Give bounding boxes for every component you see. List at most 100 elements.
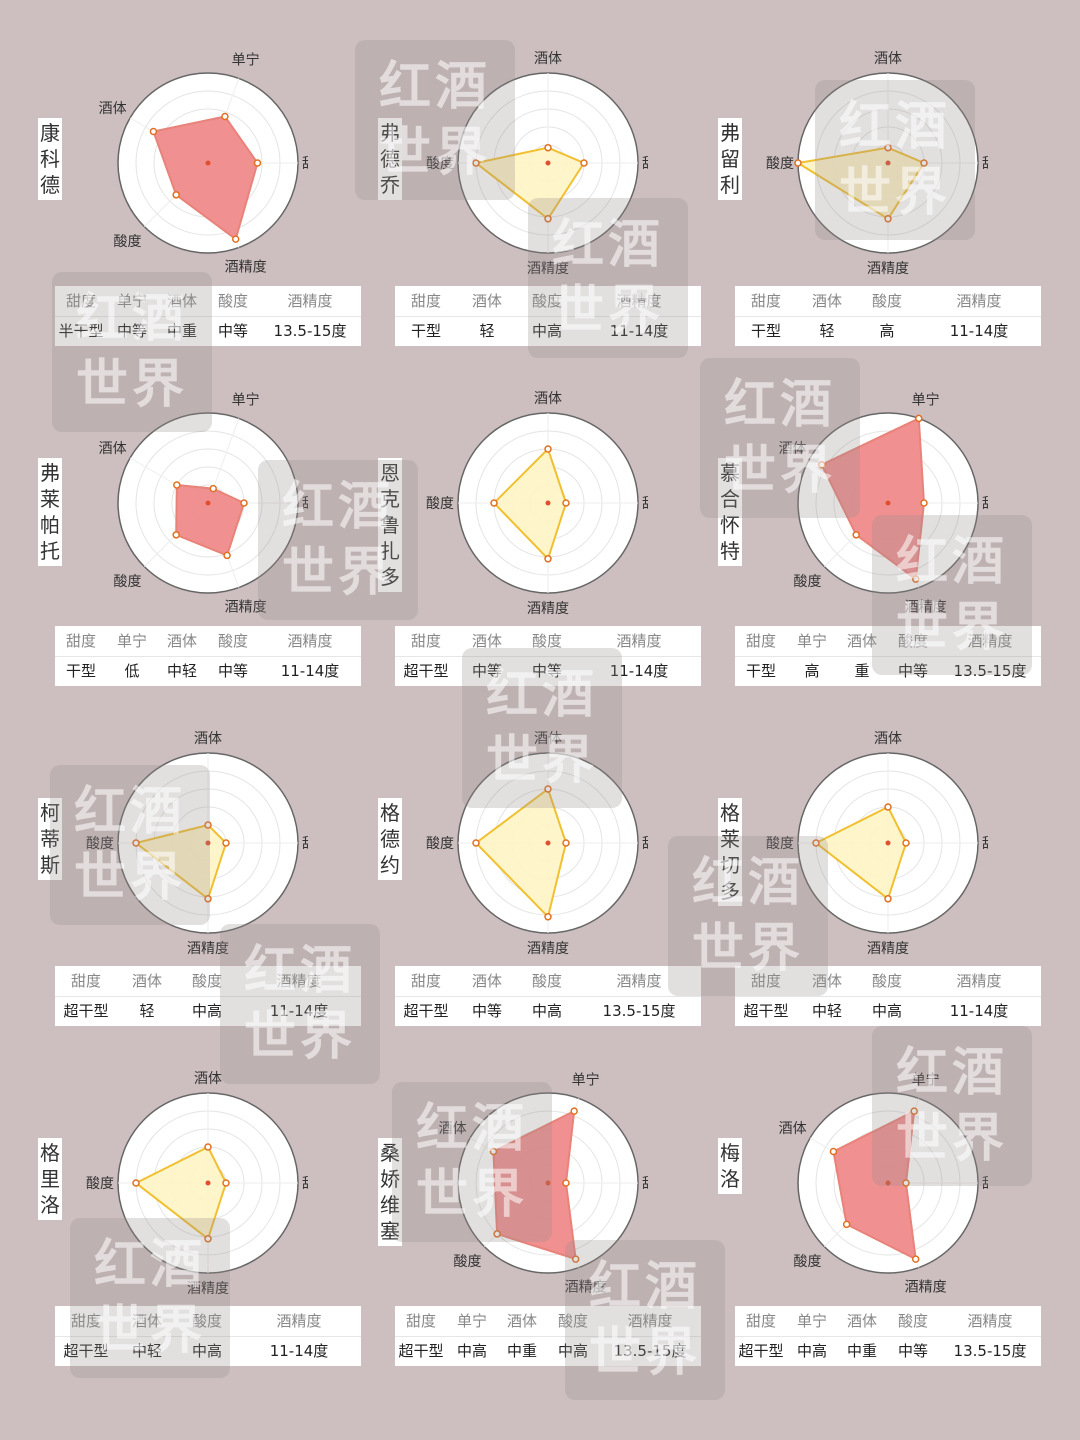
attribute-table: 甜度 单宁 酒体 酸度 酒精度 干型 高 重 中等 13.5-15度	[735, 626, 1041, 686]
radar-point	[884, 215, 892, 223]
radar-axis-label: 酒精度	[527, 601, 569, 617]
radar-point	[911, 1255, 920, 1263]
radar-axis-label: 酒精度	[225, 259, 267, 275]
table-header-cell: 酸度	[897, 1312, 928, 1330]
table-header-cell: 酒精度	[616, 632, 662, 650]
radar-point	[884, 895, 892, 903]
table-header-row: 甜度 单宁 酒体 酸度 酒精度	[395, 1306, 701, 1337]
table-value-cell: 中等	[217, 322, 248, 340]
radar-axis-label: 酒体	[534, 51, 562, 67]
radar-area	[152, 115, 259, 241]
table-value-cell: 11-14度	[280, 662, 340, 680]
radar-point	[902, 1179, 910, 1187]
radar-axis-label: 酒体	[194, 731, 222, 747]
grape-name: 弗莱帕托	[38, 458, 62, 566]
table-header-cell: 甜度	[410, 632, 441, 650]
grape-name: 弗德乔	[378, 118, 402, 200]
grape-panel: 梅洛单宁甜度酒精度酸度酒体甜度单宁酒体酸度酒精度超干型中高中重中等13.5-15…	[680, 1020, 1041, 1366]
radar-point	[544, 445, 552, 453]
table-value-cell: 中高	[531, 1002, 562, 1020]
radar-axis-label: 酸度	[794, 574, 822, 590]
grape-panel: 慕合怀特单宁甜度酒精度酸度酒体甜度单宁酒体酸度酒精度干型高重中等13.5-15度	[680, 340, 1041, 686]
radar-point	[817, 461, 826, 469]
table-header-cell: 酒精度	[956, 972, 1002, 990]
radar-point	[132, 1179, 140, 1187]
radar-axis-label: 酒体	[439, 1121, 467, 1137]
table-header-cell: 酒精度	[276, 972, 322, 990]
table-header-cell: 酸度	[191, 972, 222, 990]
table-value-cell: 13.5-15度	[273, 322, 347, 340]
radar-axis-label: 甜度	[982, 156, 988, 172]
radar-center	[885, 1180, 891, 1186]
radar-axis-label: 酒体	[779, 441, 807, 457]
table-value-cell: 13.5-15度	[953, 1342, 1027, 1360]
attribute-table: 甜度 酒体 酸度 酒精度 干型 轻 中高 11-14度	[395, 286, 701, 346]
radar-axis-label: 酸度	[454, 1254, 482, 1270]
attribute-table: 甜度 单宁 酒体 酸度 酒精度 超干型 中高 中重 中高 13.5-15度	[395, 1306, 701, 1366]
radar-point	[829, 1147, 838, 1156]
radar-chart: 酒体甜度酒精度 酸度	[86, 1071, 308, 1297]
attribute-table: 甜度 单宁 酒体 酸度 酒精度 超干型 中高 中重 中等 13.5-15度	[735, 1306, 1041, 1366]
radar-area	[832, 1109, 917, 1261]
table-header-row: 甜度 酒体 酸度 酒精度	[395, 966, 701, 997]
radar-point	[240, 499, 248, 507]
radar-point	[209, 484, 217, 493]
radar-axis-label: 酒精度	[565, 1279, 607, 1295]
table-header-cell: 甜度	[750, 972, 781, 990]
table-header-row: 甜度 单宁 酒体 酸度 酒精度	[55, 626, 361, 657]
table-value-cell: 中等	[531, 662, 562, 680]
table-value-cell: 高	[879, 322, 895, 340]
table-value-row: 超干型 中轻 中高 11-14度	[735, 996, 1041, 1026]
table-header-cell: 单宁	[796, 632, 827, 650]
radar-point	[204, 1143, 212, 1151]
table-header-cell: 酒体	[131, 1312, 162, 1330]
table-header-cell: 酒体	[471, 972, 502, 990]
table-value-row: 超干型 中高 中重 中高 13.5-15度	[395, 1336, 701, 1366]
radar-center	[545, 840, 551, 846]
radar-axis-label: 酒体	[779, 1121, 807, 1137]
table-value-cell: 轻	[139, 1002, 155, 1020]
table-value-cell: 干型	[750, 322, 781, 340]
radar-point	[472, 839, 480, 847]
radar-axis-label: 酸度	[794, 1254, 822, 1270]
radar-point	[562, 499, 570, 507]
radar-point	[472, 159, 480, 167]
table-header-cell: 酒精度	[616, 292, 662, 310]
grape-name: 格德约	[378, 798, 402, 880]
radar-axis-label: 酒体	[194, 1071, 222, 1087]
table-value-cell: 中轻	[166, 662, 197, 680]
grape-panel: 格莱切多酒体甜度酒精度酸度甜度酒体酸度酒精度超干型中轻中高11-14度	[680, 680, 1041, 1026]
radar-axis-label: 单宁	[912, 1072, 940, 1089]
radar-chart: 单宁甜度酒精度 酸度 酒体	[439, 1072, 648, 1296]
table-header-row: 甜度 单宁 酒体 酸度 酒精度	[55, 286, 361, 317]
radar-axis-label: 单宁	[232, 52, 260, 69]
table-header-cell: 甜度	[70, 972, 101, 990]
radar-axis-label: 酸度	[114, 234, 142, 250]
table-value-cell: 中高	[871, 1002, 902, 1020]
radar-chart: 单宁甜度酒精度 酸度 酒体	[779, 392, 988, 616]
table-header-row: 甜度 酒体 酸度 酒精度	[395, 286, 701, 317]
radar-center	[545, 500, 551, 506]
radar-axis-label: 酒精度	[527, 941, 569, 957]
attribute-table: 甜度 酒体 酸度 酒精度 超干型 中等 中等 11-14度	[395, 626, 701, 686]
table-value-cell: 超干型	[738, 1342, 784, 1360]
radar-point	[173, 481, 181, 489]
table-value-cell: 中高	[191, 1002, 222, 1020]
radar-point	[223, 551, 231, 560]
radar-point	[172, 191, 180, 199]
table-value-row: 超干型 中等 中高 13.5-15度	[395, 996, 701, 1026]
table-header-cell: 甜度	[70, 1312, 101, 1330]
radar-area	[820, 416, 926, 581]
attribute-table: 甜度 酒体 酸度 酒精度 超干型 中轻 中高 11-14度	[735, 966, 1041, 1026]
grape-panel: 恩克鲁扎多酒体甜度酒精度酸度甜度酒体酸度酒精度超干型中等中等11-14度	[340, 340, 701, 686]
table-value-cell: 中等	[897, 662, 928, 680]
grape-name: 梅洛	[718, 1138, 742, 1194]
radar-axis-label: 甜度	[642, 1176, 648, 1192]
table-value-cell: 半干型	[58, 322, 104, 340]
radar-axis-label: 酒精度	[905, 599, 947, 615]
radar-axis-label: 酒精度	[867, 941, 909, 957]
radar-axis-label: 单宁	[232, 392, 260, 409]
table-value-cell: 中重	[166, 322, 197, 340]
radar-point	[204, 895, 212, 903]
table-value-cell: 超干型	[63, 1342, 109, 1360]
